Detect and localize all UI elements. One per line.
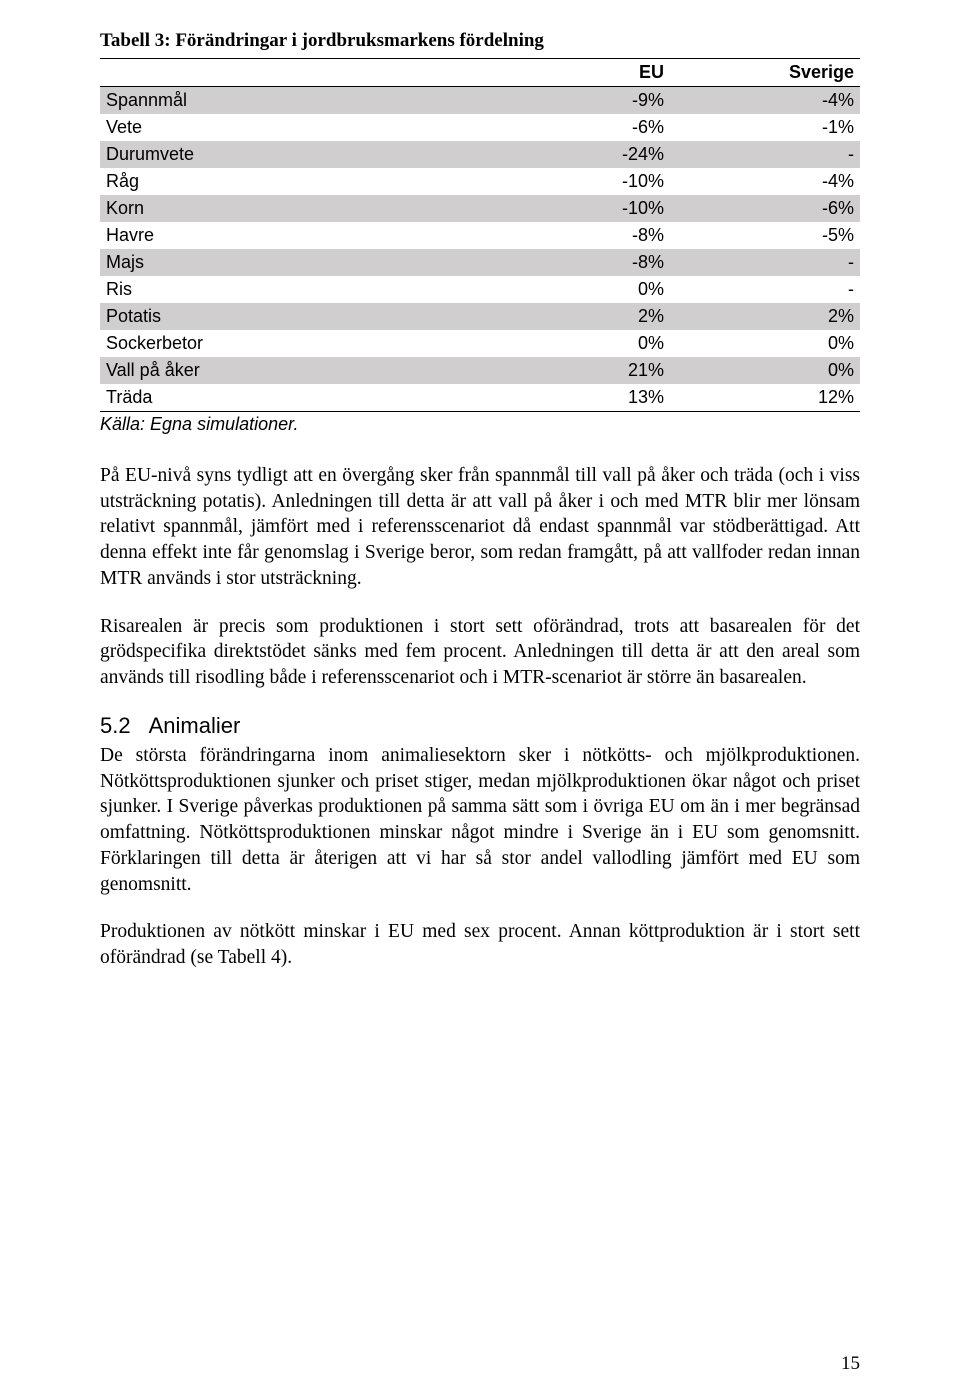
row-eu: 13%: [480, 384, 670, 412]
row-label: Vall på åker: [100, 357, 480, 384]
row-se: 0%: [670, 330, 860, 357]
table-body: Spannmål -9% -4% Vete -6% -1% Durumvete …: [100, 87, 860, 412]
row-eu: -24%: [480, 141, 670, 168]
row-label: Spannmål: [100, 87, 480, 115]
table-row: Durumvete -24% -: [100, 141, 860, 168]
col-header-eu: EU: [480, 59, 670, 87]
table-row: Vete -6% -1%: [100, 114, 860, 141]
section-heading: 5.2 Animalier: [100, 713, 860, 739]
row-eu: -8%: [480, 249, 670, 276]
row-label: Sockerbetor: [100, 330, 480, 357]
table-row: Ris 0% -: [100, 276, 860, 303]
body-paragraph: Risarealen är precis som produktionen i …: [100, 614, 860, 691]
row-se: 12%: [670, 384, 860, 412]
table-row: Träda 13% 12%: [100, 384, 860, 412]
body-paragraph: På EU-nivå syns tydligt att en övergång …: [100, 463, 860, 592]
body-paragraph: De största förändringarna inom animalies…: [100, 743, 860, 897]
row-label: Durumvete: [100, 141, 480, 168]
table-row: Sockerbetor 0% 0%: [100, 330, 860, 357]
table-row: Vall på åker 21% 0%: [100, 357, 860, 384]
section-title: Animalier: [149, 713, 241, 738]
row-eu: -10%: [480, 195, 670, 222]
row-label: Havre: [100, 222, 480, 249]
row-eu: -9%: [480, 87, 670, 115]
row-eu: 0%: [480, 330, 670, 357]
table-source: Källa: Egna simulationer.: [100, 414, 860, 435]
row-label: Träda: [100, 384, 480, 412]
body-paragraph: Produktionen av nötkött minskar i EU med…: [100, 919, 860, 970]
row-label: Vete: [100, 114, 480, 141]
row-se: -: [670, 141, 860, 168]
page-number: 15: [841, 1353, 860, 1375]
row-eu: -10%: [480, 168, 670, 195]
table-row: Potatis 2% 2%: [100, 303, 860, 330]
row-se: -1%: [670, 114, 860, 141]
page: Tabell 3: Förändringar i jordbruksmarken…: [0, 0, 960, 1399]
col-header-sverige: Sverige: [670, 59, 860, 87]
table-header-row: EU Sverige: [100, 59, 860, 87]
row-label: Ris: [100, 276, 480, 303]
row-se: 0%: [670, 357, 860, 384]
table-row: Havre -8% -5%: [100, 222, 860, 249]
table-row: Spannmål -9% -4%: [100, 87, 860, 115]
row-label: Majs: [100, 249, 480, 276]
table-row: Råg -10% -4%: [100, 168, 860, 195]
row-label: Råg: [100, 168, 480, 195]
row-label: Potatis: [100, 303, 480, 330]
row-label: Korn: [100, 195, 480, 222]
row-se: 2%: [670, 303, 860, 330]
col-header-blank: [100, 59, 480, 87]
row-eu: -8%: [480, 222, 670, 249]
row-eu: 2%: [480, 303, 670, 330]
row-se: -: [670, 276, 860, 303]
row-se: -4%: [670, 87, 860, 115]
data-table: EU Sverige Spannmål -9% -4% Vete -6% -1%…: [100, 58, 860, 412]
row-se: -5%: [670, 222, 860, 249]
row-eu: 21%: [480, 357, 670, 384]
table-title: Tabell 3: Förändringar i jordbruksmarken…: [100, 30, 860, 52]
row-eu: -6%: [480, 114, 670, 141]
section-number: 5.2: [100, 713, 131, 738]
row-se: -6%: [670, 195, 860, 222]
row-eu: 0%: [480, 276, 670, 303]
row-se: -: [670, 249, 860, 276]
table-row: Korn -10% -6%: [100, 195, 860, 222]
table-row: Majs -8% -: [100, 249, 860, 276]
row-se: -4%: [670, 168, 860, 195]
